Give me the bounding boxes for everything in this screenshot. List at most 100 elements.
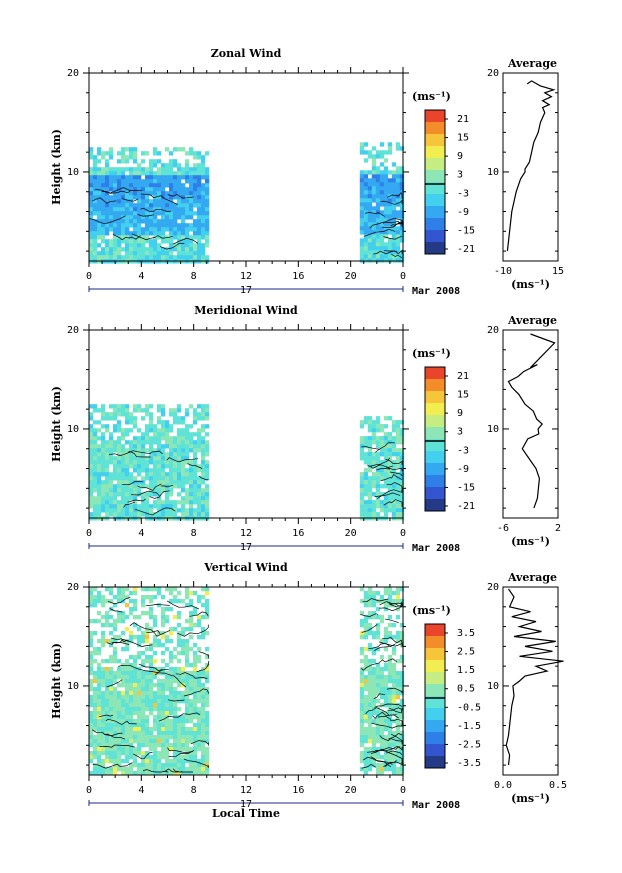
y-tick-label: 10 <box>67 424 79 435</box>
colorbar-tick-label: -3.5 <box>457 758 481 769</box>
heatmap-cell <box>105 751 110 756</box>
heatmap-cell <box>121 472 126 477</box>
heatmap-cell <box>113 476 118 481</box>
heatmap-cell <box>363 476 369 481</box>
heatmap-cell <box>89 492 94 497</box>
heatmap-cell <box>149 739 154 744</box>
heatmap-cell <box>141 203 146 208</box>
heatmap-cell <box>177 759 182 764</box>
heatmap-cell <box>197 183 202 188</box>
heatmap-cell <box>145 767 150 772</box>
heatmap-cell <box>177 408 182 413</box>
heatmap-cell <box>121 723 126 728</box>
heatmap-cell <box>189 199 194 204</box>
heatmap-cell <box>169 448 174 453</box>
heatmap-cell <box>105 424 110 429</box>
heatmap-cell <box>93 175 98 180</box>
heatmap-cell <box>153 187 158 192</box>
heatmap-cell <box>177 444 182 449</box>
heatmap-cell <box>93 679 98 684</box>
heatmap-cell <box>105 711 110 716</box>
heatmap-cell <box>177 771 182 776</box>
contour-line <box>389 707 403 714</box>
heatmap-cell <box>371 210 377 215</box>
heatmap-cell <box>189 771 194 776</box>
heatmap-cell <box>197 203 202 208</box>
heatmap-cell <box>113 171 118 176</box>
heatmap-cell <box>161 735 166 740</box>
heatmap-cell <box>387 480 393 485</box>
heatmap-cell <box>165 428 170 433</box>
heatmap-cell <box>141 703 146 708</box>
heatmap-cell <box>363 727 369 732</box>
heatmap-cell <box>383 759 389 764</box>
heatmap-cell <box>153 667 158 672</box>
heatmap-cell <box>125 211 130 216</box>
contour-line <box>154 672 187 688</box>
heatmap-cell <box>395 480 401 485</box>
heatmap-cell <box>359 727 365 732</box>
heatmap-cell <box>363 218 369 223</box>
heatmap-cell <box>117 767 122 772</box>
heatmap-cell <box>399 464 405 469</box>
heatmap-cell <box>177 500 182 505</box>
heatmap-cell <box>153 739 158 744</box>
heatmap-cell <box>113 448 118 453</box>
heatmap-cell <box>173 739 178 744</box>
heatmap-cell <box>359 246 365 251</box>
heatmap-cell <box>89 659 94 664</box>
heatmap-cell <box>197 239 202 244</box>
contour-line <box>183 758 209 769</box>
heatmap-cell <box>173 255 178 260</box>
heatmap-cell <box>161 739 166 744</box>
contour-line <box>374 492 401 497</box>
heatmap-cell <box>185 591 190 596</box>
heatmap-cell <box>117 223 122 228</box>
heatmap-cell <box>117 500 122 505</box>
heatmap-cell <box>197 440 202 445</box>
heatmap-cell <box>133 440 138 445</box>
heatmap-cell <box>189 472 194 477</box>
heatmap-cell <box>145 755 150 760</box>
heatmap-cell <box>371 436 377 441</box>
heatmap-cell <box>157 203 162 208</box>
heatmap-cell <box>383 174 389 179</box>
heatmap-cell <box>129 195 134 200</box>
heatmap-cell <box>133 607 138 612</box>
heatmap-cell <box>141 255 146 260</box>
heatmap-cell <box>145 500 150 505</box>
contour-line <box>104 733 126 740</box>
heatmap-cell <box>161 699 166 704</box>
heatmap-cell <box>157 151 162 156</box>
heatmap-cell <box>391 512 397 517</box>
heatmap-cell <box>169 239 174 244</box>
heatmap-cell <box>367 222 373 227</box>
x-tick-label: 0 <box>86 785 92 796</box>
heatmap-cell <box>125 715 130 720</box>
heatmap-cell <box>193 247 198 252</box>
heatmap-cell <box>169 631 174 636</box>
heatmap-cell <box>189 460 194 465</box>
heatmap-cell <box>141 432 146 437</box>
heatmap-cell <box>197 715 202 720</box>
heatmap-cell <box>105 488 110 493</box>
heatmap-cell <box>399 452 405 457</box>
heatmap-cell <box>161 488 166 493</box>
heatmap-cell <box>117 195 122 200</box>
heatmap-cell <box>129 655 134 660</box>
heatmap-cell <box>125 195 130 200</box>
heatmap-cell <box>149 484 154 489</box>
heatmap-cell <box>363 206 369 211</box>
profile-x-label: (ms⁻¹) <box>511 792 550 805</box>
heatmap-cell <box>387 691 393 696</box>
heatmap-cell <box>165 735 170 740</box>
heatmap-cell <box>165 679 170 684</box>
heatmap-cell <box>359 751 365 756</box>
heatmap-cell <box>125 767 130 772</box>
heatmap-cell <box>157 504 162 509</box>
heatmap-cell <box>141 452 146 457</box>
heatmap-cell <box>391 647 397 652</box>
heatmap-cell <box>363 619 369 624</box>
heatmap-cell <box>359 170 365 175</box>
heatmap-cell <box>185 747 190 752</box>
